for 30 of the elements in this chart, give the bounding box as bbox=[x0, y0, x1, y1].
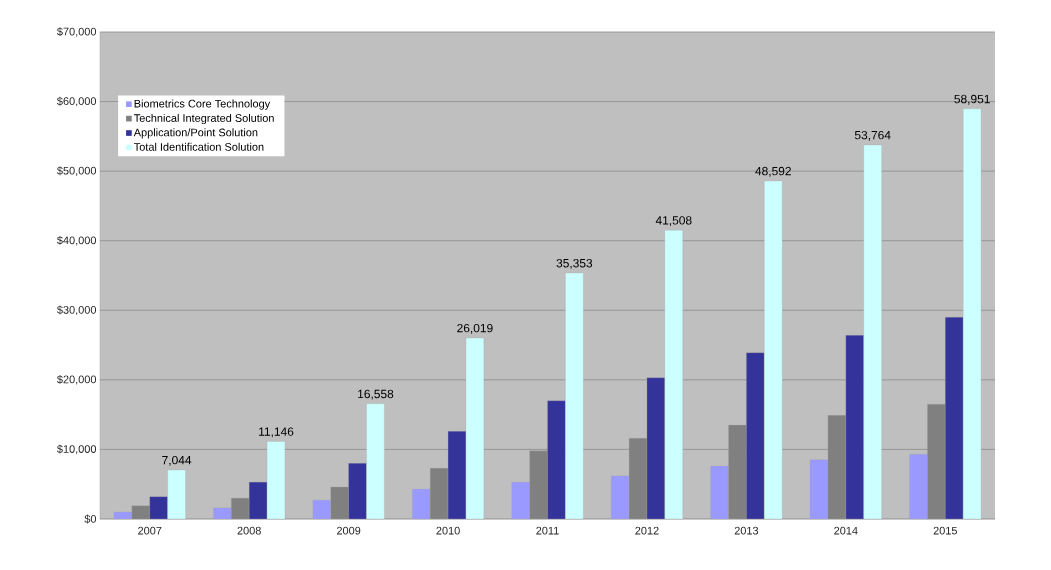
y-tick-label: $0 bbox=[84, 514, 97, 524]
data-label: 53,764 bbox=[854, 130, 891, 141]
data-label: 16,558 bbox=[358, 389, 394, 400]
data-label: 58,951 bbox=[954, 94, 990, 105]
data-label: 7,044 bbox=[162, 455, 192, 466]
legend-label: Technical Integrated Solution bbox=[133, 113, 274, 125]
legend-label: Application/Point Solution bbox=[133, 128, 258, 139]
x-tick-label: 2012 bbox=[635, 526, 659, 535]
data-label: 11,146 bbox=[259, 427, 294, 438]
legend-label: Biometrics Core Technology bbox=[134, 99, 271, 110]
y-tick-label: $50,000 bbox=[57, 166, 97, 176]
x-tick-label: 2010 bbox=[436, 526, 460, 535]
y-tick-label: $70,000 bbox=[57, 27, 97, 37]
y-tick-label: $10,000 bbox=[57, 444, 97, 455]
data-label: 41,508 bbox=[655, 216, 692, 227]
x-tick-label: 2008 bbox=[237, 526, 261, 535]
x-tick-label: 2015 bbox=[933, 526, 957, 535]
x-tick-label: 2013 bbox=[734, 526, 759, 535]
x-tick-label: 2007 bbox=[138, 526, 162, 535]
legend-label: Total Identification Solution bbox=[133, 142, 264, 151]
x-tick-label: 2011 bbox=[536, 526, 559, 535]
data-label: 26,019 bbox=[457, 323, 493, 334]
y-tick-label: $20,000 bbox=[57, 375, 97, 385]
y-tick-label: $40,000 bbox=[57, 235, 97, 246]
x-tick-label: 2009 bbox=[336, 526, 361, 535]
data-label: 48,592 bbox=[755, 166, 791, 177]
y-tick-label: $30,000 bbox=[57, 305, 97, 316]
y-tick-label: $60,000 bbox=[57, 96, 97, 107]
x-tick-label: 2014 bbox=[834, 526, 858, 535]
data-label: 35,353 bbox=[556, 258, 593, 269]
